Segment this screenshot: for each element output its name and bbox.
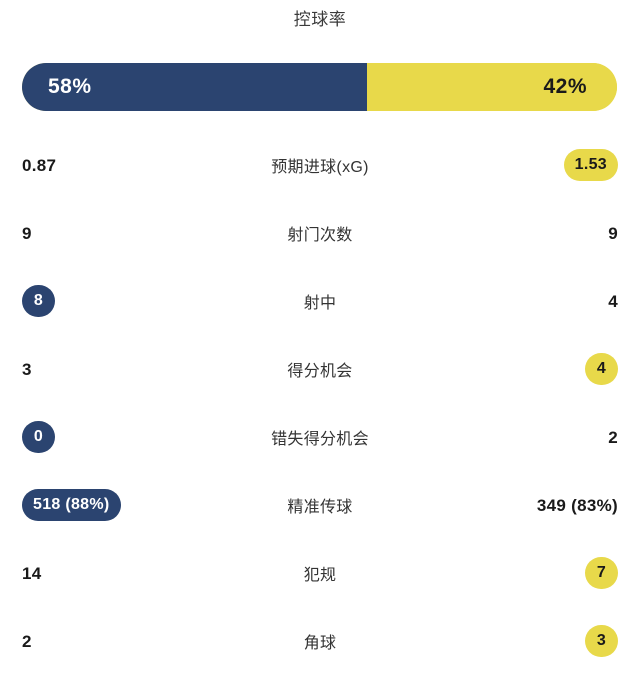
stat-away-cell: 2 <box>440 429 640 446</box>
stat-home-value: 3 <box>22 359 32 379</box>
stat-row: 518 (88%) 精准传球 349 (83%) <box>0 471 640 539</box>
stat-home-value: 0 <box>22 421 55 453</box>
stat-away-value: 4 <box>585 353 618 385</box>
stat-label: 角球 <box>303 635 337 652</box>
stats-list: 0.87 预期进球(xG) 1.53 9 射门次数 9 8 射中 4 3 得分机会 4 0 错失得分机会 2… <box>0 131 640 675</box>
stat-home-value: 0.87 <box>22 155 57 175</box>
stat-away-cell: 4 <box>440 353 640 385</box>
stat-label: 射中 <box>303 295 337 312</box>
stat-away-value: 1.53 <box>563 149 618 181</box>
stat-label: 精准传球 <box>287 499 353 516</box>
stat-row: 2 角球 3 <box>0 607 640 675</box>
stat-home-cell: 0 <box>0 421 200 453</box>
stat-label: 犯规 <box>303 567 337 584</box>
stat-row: 9 射门次数 9 <box>0 199 640 267</box>
stat-row: 0 错失得分机会 2 <box>0 403 640 471</box>
stat-row: 3 得分机会 4 <box>0 335 640 403</box>
stat-home-cell: 3 <box>0 361 200 378</box>
stat-home-value: 2 <box>22 631 32 651</box>
stat-away-value: 9 <box>608 223 618 243</box>
stat-label: 射门次数 <box>287 227 353 244</box>
stat-row: 8 射中 4 <box>0 267 640 335</box>
stat-home-cell: 0.87 <box>0 157 200 174</box>
stat-row: 0.87 预期进球(xG) 1.53 <box>0 131 640 199</box>
page-title: 控球率 <box>293 10 347 29</box>
stat-away-cell: 4 <box>440 293 640 310</box>
stat-away-cell: 349 (83%) <box>440 497 640 514</box>
possession-home-value: 58% <box>48 75 92 98</box>
stat-home-value: 9 <box>22 223 32 243</box>
stat-home-cell: 9 <box>0 225 200 242</box>
stat-home-cell: 8 <box>0 285 200 317</box>
possession-bar-home-segment: 58% <box>22 63 368 111</box>
stat-home-value: 14 <box>22 563 42 583</box>
possession-bar-away-segment: 42% <box>367 63 617 111</box>
stat-home-value: 518 (88%) <box>22 489 121 521</box>
stat-away-value: 2 <box>608 427 618 447</box>
possession-bar: 58% 42% <box>22 63 617 111</box>
stat-label: 错失得分机会 <box>271 431 369 448</box>
stat-away-cell: 7 <box>440 557 640 589</box>
stat-away-cell: 9 <box>440 225 640 242</box>
stat-away-cell: 3 <box>440 625 640 657</box>
stat-away-value: 4 <box>608 291 618 311</box>
stat-away-value: 349 (83%) <box>536 495 618 515</box>
stat-label: 预期进球(xG) <box>271 159 369 176</box>
stat-label: 得分机会 <box>287 363 353 380</box>
stat-away-value: 3 <box>585 625 618 657</box>
stat-home-value: 8 <box>22 285 55 317</box>
stat-home-cell: 14 <box>0 565 200 582</box>
stat-away-cell: 1.53 <box>440 149 640 181</box>
stat-home-cell: 2 <box>0 633 200 650</box>
stat-row: 14 犯规 7 <box>0 539 640 607</box>
stat-home-cell: 518 (88%) <box>0 489 200 521</box>
stat-away-value: 7 <box>585 557 618 589</box>
possession-away-value: 42% <box>543 75 587 98</box>
